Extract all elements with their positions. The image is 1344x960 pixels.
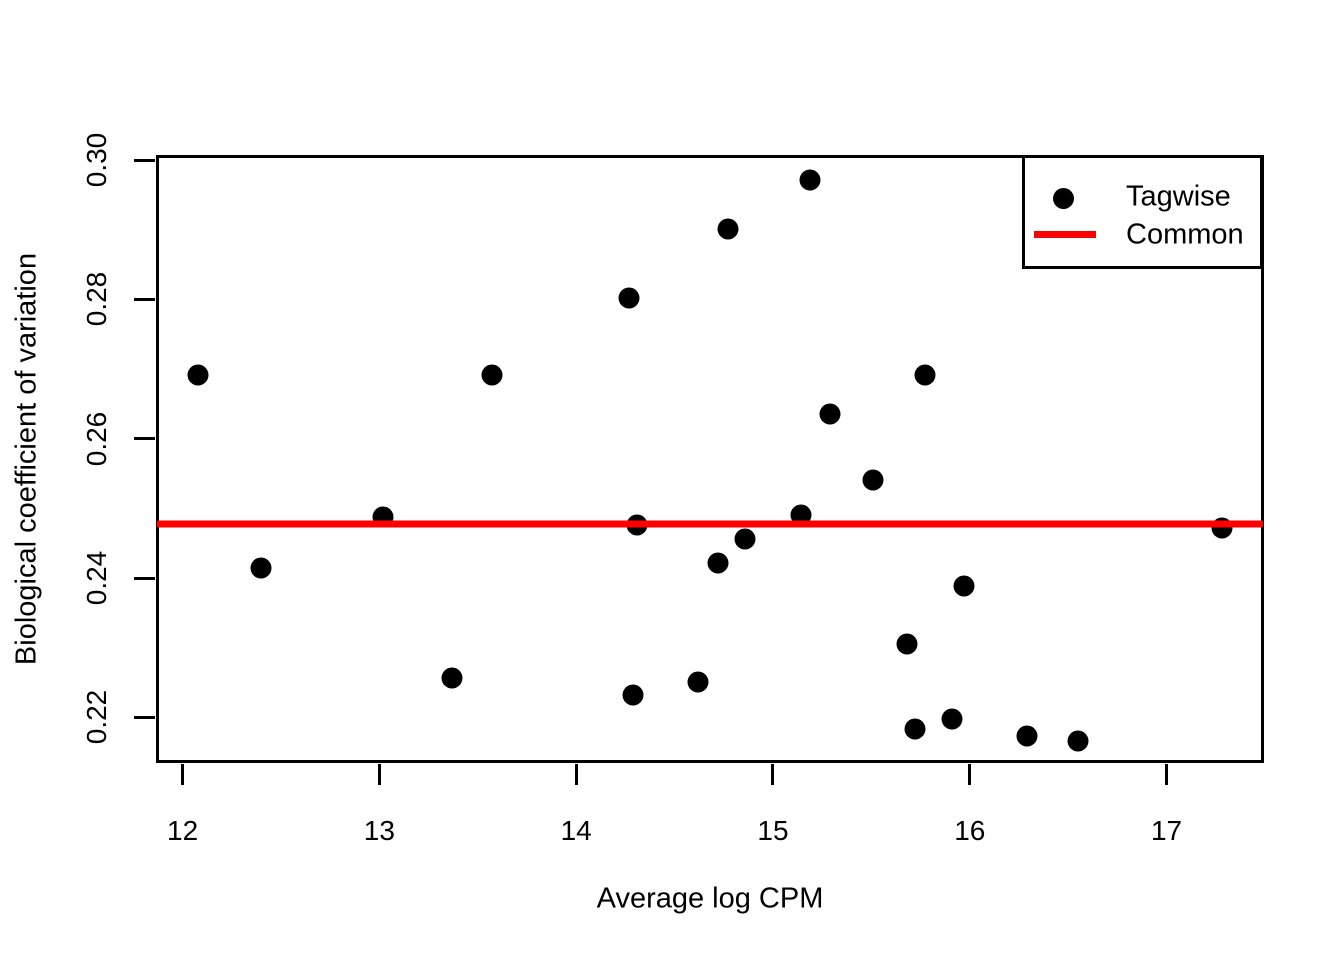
data-point — [941, 708, 963, 730]
y-tick — [134, 297, 155, 301]
y-tick-label: 0.26 — [81, 411, 112, 467]
data-point — [481, 364, 503, 386]
x-tick — [968, 764, 972, 785]
y-tick-label: 0.30 — [81, 132, 112, 188]
data-point — [734, 528, 756, 550]
data-point — [953, 575, 975, 597]
x-tick — [574, 764, 578, 785]
data-point — [904, 718, 926, 740]
common-dispersion-line — [157, 520, 1263, 528]
data-point — [862, 469, 884, 491]
x-tick-label: 15 — [757, 815, 789, 846]
x-tick — [377, 764, 381, 785]
data-point — [707, 552, 729, 574]
legend-label-common: Common — [1126, 218, 1244, 251]
x-tick — [771, 764, 775, 785]
x-tick — [1165, 764, 1169, 785]
x-tick — [181, 764, 185, 785]
y-tick — [134, 158, 155, 162]
data-point — [618, 287, 640, 309]
y-axis-title: Biological coefficient of variation — [10, 252, 43, 666]
data-point — [914, 364, 935, 386]
y-tick — [134, 437, 155, 441]
x-tick-label: 14 — [560, 815, 592, 846]
legend-common-line-icon — [1034, 231, 1096, 238]
data-point — [799, 169, 821, 191]
legend-label-tagwise: Tagwise — [1126, 180, 1231, 213]
x-axis-title: Average log CPM — [596, 882, 824, 915]
y-tick-label: 0.22 — [81, 690, 112, 745]
legend-box: Tagwise Common — [1022, 155, 1263, 269]
x-tick-label: 16 — [954, 815, 986, 846]
y-tick-label: 0.24 — [81, 550, 112, 606]
data-point — [622, 684, 644, 706]
data-point — [1016, 725, 1038, 747]
data-point — [819, 403, 841, 425]
data-point — [250, 557, 272, 579]
data-point — [1067, 730, 1089, 752]
x-tick-label: 13 — [363, 815, 395, 846]
legend-tagwise-point-icon — [1053, 188, 1074, 209]
x-tick-label: 12 — [167, 815, 199, 846]
data-point — [687, 671, 709, 693]
data-point — [441, 667, 463, 689]
data-point — [717, 218, 739, 240]
y-tick — [134, 715, 155, 719]
data-point — [187, 364, 209, 386]
x-tick-label: 17 — [1150, 815, 1183, 846]
y-tick-label: 0.28 — [81, 272, 112, 327]
data-point — [896, 633, 918, 655]
y-tick — [134, 576, 155, 580]
